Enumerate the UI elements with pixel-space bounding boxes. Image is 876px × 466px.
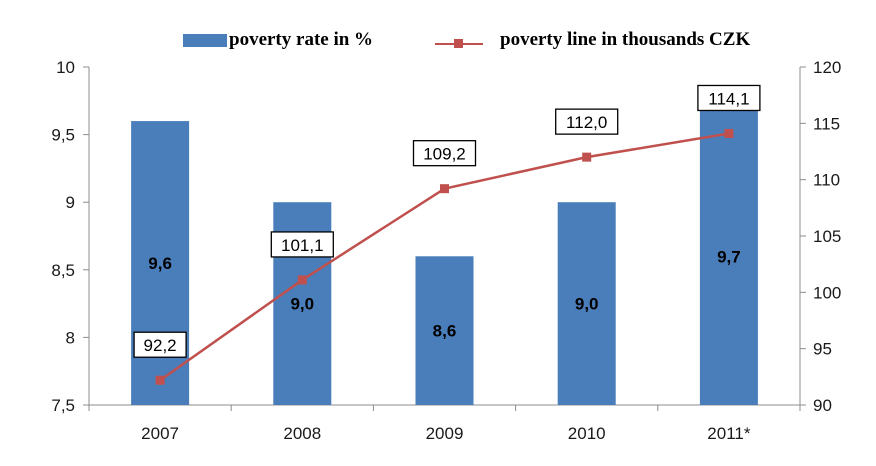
line-value-label: 114,1 [708,89,749,108]
line-point [440,184,449,194]
line-point [582,152,592,162]
bar-value-label: 9,0 [290,295,314,314]
line-value-box [697,84,761,112]
line-value-label: 101,1 [281,236,324,255]
y-right-tick-label: 105 [813,227,841,246]
bar-value-label: 9,6 [148,254,172,273]
y-left-tick-label: 10 [56,58,75,77]
line-point [297,275,307,285]
legend-label-poverty-rate: poverty rate in % [229,29,373,50]
y-right-tick-label: 100 [813,283,841,302]
line-labels: 92,2 101,1 109,2 112,0 114,1 [133,84,761,358]
y-left-tick-label: 9,5 [51,126,75,145]
legend-marker [454,39,463,48]
line-point [724,128,734,138]
axes: 10 9,5 9 8,5 8 7,5 120 115 110 105 100 95 90 2007 2008… [51,58,841,443]
line-value-box [412,140,477,167]
x-tick-label: 2011* [707,424,751,443]
bar-labels: 9,6 9,0 8,6 9,0 9,7 [148,247,740,340]
y-right-tick-label: 120 [813,58,841,77]
bar-value-label: 8,6 [433,322,457,341]
x-tick-label: 2008 [283,424,321,443]
x-tick-label: 2010 [568,424,606,443]
y-right-tick-label: 95 [813,340,832,359]
y-right-tick-label: 110 [813,171,840,190]
line-point [155,375,165,385]
x-tick-label: 2009 [426,424,464,443]
legend-swatch-bar [183,34,227,47]
line-value-label: 112,0 [566,113,607,132]
y-left-tick-label: 7,5 [51,396,75,415]
y-right-tick-label: 90 [813,396,832,415]
line-value-label: 109,2 [423,145,466,164]
y-left-tick-label: 8 [66,328,75,347]
y-left-tick-label: 9 [66,193,75,212]
line-series [155,128,734,385]
bar-value-label: 9,0 [575,295,599,314]
y-left-tick-label: 8,5 [51,261,75,280]
line-value-box [555,108,619,135]
bar [557,202,616,405]
bar [699,107,758,405]
bar-value-label: 9,7 [717,247,741,266]
y-right-tick-label: 115 [813,114,840,133]
legend-label-poverty-line: poverty line in thousands CZK [500,29,750,50]
line-value-label: 92,2 [144,336,177,355]
legend: poverty rate in % poverty line in thousa… [183,29,750,50]
line-value-box [270,231,334,258]
bar [415,256,474,405]
line-value-box [133,331,187,358]
x-tick-label: 2007 [141,424,179,443]
